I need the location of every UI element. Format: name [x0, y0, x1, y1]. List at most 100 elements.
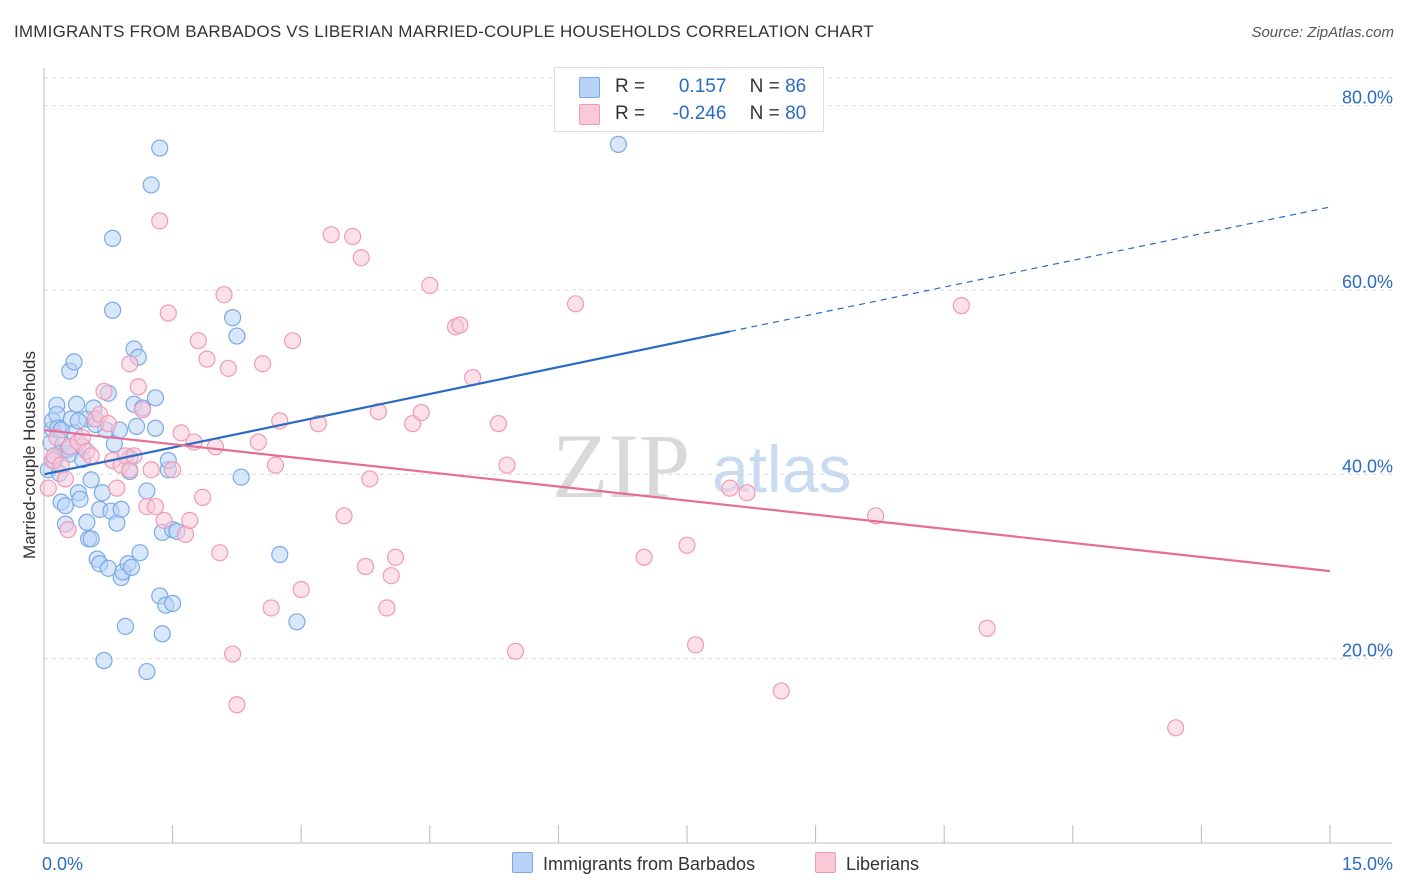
- point-liberians: [142, 461, 160, 479]
- legend-n-label: N =: [749, 76, 780, 97]
- point-barbados: [93, 484, 111, 502]
- point-barbados: [232, 468, 250, 486]
- point-barbados: [95, 651, 113, 670]
- point-liberians: [198, 350, 216, 368]
- point-barbados: [78, 513, 96, 531]
- point-liberians: [382, 567, 400, 585]
- point-barbados: [127, 417, 146, 435]
- point-liberians: [635, 548, 653, 566]
- series-legend-liberians[interactable]: Liberians: [815, 852, 919, 875]
- y-tick-label: 60.0%: [1342, 272, 1393, 292]
- point-liberians: [189, 332, 207, 350]
- point-liberians: [228, 696, 246, 714]
- legend-r-value: 0.157: [678, 76, 727, 97]
- point-barbados: [146, 389, 165, 407]
- point-liberians: [133, 401, 152, 419]
- point-liberians: [48, 428, 66, 447]
- y-tick-label: 40.0%: [1342, 456, 1393, 476]
- point-barbados: [67, 395, 86, 413]
- point-liberians: [292, 580, 310, 599]
- legend-n-label: N =: [749, 103, 780, 124]
- point-liberians: [224, 645, 242, 663]
- point-liberians: [421, 276, 439, 294]
- legend-r-label: R =: [615, 76, 646, 97]
- legend-r-value: -0.246: [672, 103, 727, 124]
- point-barbados: [65, 353, 83, 371]
- point-liberians: [412, 403, 430, 422]
- point-liberians: [211, 544, 229, 562]
- legend-swatch-barbados: [512, 852, 533, 873]
- points: [39, 135, 1185, 737]
- point-liberians: [155, 511, 173, 530]
- legend-swatch-liberians: [815, 852, 836, 873]
- point-liberians: [378, 599, 396, 617]
- point-barbados: [116, 617, 135, 636]
- point-liberians: [356, 557, 375, 576]
- point-liberians: [59, 521, 77, 539]
- point-liberians: [266, 456, 285, 474]
- point-liberians: [678, 536, 696, 554]
- point-barbados: [138, 662, 156, 681]
- point-liberians: [181, 511, 199, 530]
- point-liberians: [172, 424, 190, 442]
- point-barbados: [609, 135, 628, 153]
- series-name: Immigrants from Barbados: [543, 854, 756, 874]
- legend-r-label: R =: [615, 103, 646, 124]
- point-liberians: [215, 285, 233, 304]
- series-legend-barbados[interactable]: Immigrants from Barbados: [512, 852, 755, 875]
- point-liberians: [772, 682, 790, 700]
- gridlines: [44, 77, 1392, 660]
- point-barbados: [288, 613, 306, 631]
- point-liberians: [82, 447, 100, 465]
- chart-title: IMMIGRANTS FROM BARBADOS VS LIBERIAN MAR…: [14, 22, 874, 41]
- point-barbados: [131, 544, 149, 562]
- trend-lines: [43, 206, 1331, 573]
- point-liberians: [254, 355, 272, 373]
- point-barbados: [146, 419, 165, 437]
- point-liberians: [146, 497, 165, 516]
- legend-n-value: 80: [785, 103, 807, 124]
- point-liberians: [361, 470, 379, 488]
- point-liberians: [206, 438, 225, 456]
- point-liberians: [686, 636, 705, 654]
- point-liberians: [56, 470, 75, 488]
- point-liberians: [309, 415, 327, 433]
- y-tick-label: 20.0%: [1342, 641, 1393, 661]
- point-barbados: [56, 497, 75, 515]
- point-barbados: [103, 301, 122, 319]
- point-liberians: [386, 548, 405, 566]
- trend-line-barbados: [43, 330, 731, 476]
- point-liberians: [129, 378, 147, 396]
- point-barbados: [69, 412, 87, 430]
- point-liberians: [978, 619, 996, 637]
- point-barbados: [71, 490, 89, 508]
- point-barbados: [138, 482, 156, 500]
- x-tick-label: 0.0%: [42, 854, 83, 874]
- point-barbados: [103, 229, 122, 247]
- point-barbados: [153, 625, 171, 643]
- point-liberians: [99, 415, 117, 433]
- x-tick-label: 15.0%: [1342, 854, 1393, 874]
- point-liberians: [352, 249, 370, 267]
- point-liberians: [39, 479, 57, 497]
- y-tick-label: 80.0%: [1342, 88, 1393, 108]
- point-barbados: [112, 500, 130, 518]
- point-liberians: [566, 295, 585, 313]
- point-liberians: [151, 212, 169, 230]
- point-liberians: [249, 433, 267, 451]
- point-liberians: [159, 304, 177, 322]
- point-liberians: [95, 382, 113, 400]
- point-liberians: [506, 642, 525, 660]
- point-barbados: [151, 139, 169, 157]
- point-liberians: [262, 599, 280, 617]
- point-liberians: [952, 297, 970, 315]
- point-liberians: [335, 507, 353, 525]
- stats-legend: R = 0.157 N = 86 R = -0.246 N = 80: [554, 67, 824, 132]
- point-barbados: [142, 176, 160, 194]
- series-name: Liberians: [846, 854, 920, 874]
- point-liberians: [489, 415, 507, 433]
- legend-n-value: 86: [785, 76, 807, 97]
- point-barbados: [271, 545, 289, 564]
- legend-swatch-liberians: [579, 104, 600, 125]
